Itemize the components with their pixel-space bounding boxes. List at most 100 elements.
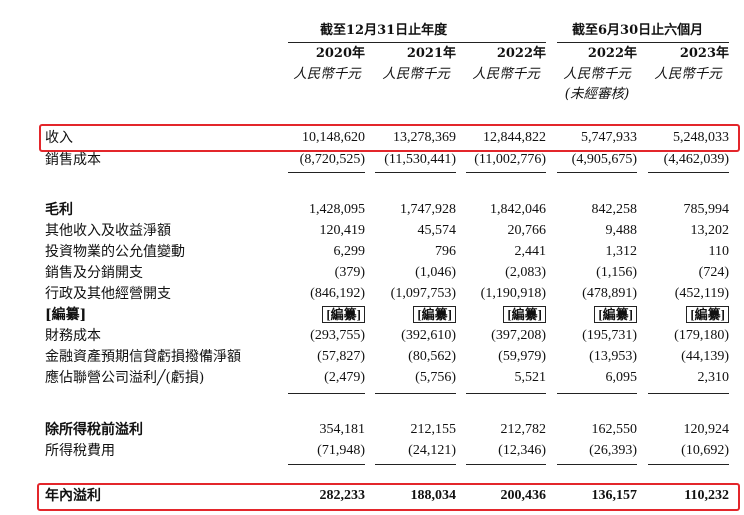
cell: 10,148,620	[302, 130, 365, 145]
cell: (8,720,525)	[299, 152, 365, 167]
col-5-year: 2023年	[679, 46, 729, 61]
col-4-unaudited-note: (未經審核)	[564, 86, 630, 102]
cell: 2,310	[697, 370, 730, 385]
row-label-associates-share: 應佔聯營公司溢利╱(虧損)	[45, 370, 205, 386]
cell: (397,208)	[491, 328, 546, 343]
cell: 13,278,369	[393, 130, 456, 145]
cell: 6,299	[333, 244, 366, 259]
col-1-year: 2020年	[315, 46, 365, 61]
cell: 212,782	[500, 422, 547, 437]
cell: (11,530,441)	[384, 152, 456, 167]
cell: (293,755)	[310, 328, 365, 343]
redacted-badge: [編纂]	[413, 306, 456, 323]
cell: (846,192)	[310, 286, 365, 301]
subtotal-rule	[648, 172, 729, 173]
cell: 1,428,095	[309, 202, 365, 217]
cell: (80,562)	[408, 349, 456, 364]
col-3-year: 2022年	[496, 46, 546, 61]
subtotal-rule	[557, 464, 637, 465]
cell: 6,095	[605, 370, 638, 385]
cell: 1,747,928	[400, 202, 456, 217]
cell: (4,462,039)	[663, 152, 729, 167]
cell: (5,756)	[415, 370, 456, 385]
redacted-cell: [編纂]	[537, 306, 637, 325]
revenue-highlight-box	[39, 124, 740, 152]
subtotal-rule	[466, 464, 546, 465]
cell: 136,157	[591, 488, 638, 503]
row-label-revenue: 收入	[45, 130, 73, 146]
cell: 5,747,933	[581, 130, 637, 145]
cell: (379)	[334, 265, 365, 280]
cell: 12,844,822	[483, 130, 546, 145]
redacted-cell: [編纂]	[265, 306, 365, 325]
cell: (4,905,675)	[571, 152, 637, 167]
cell: (478,891)	[582, 286, 637, 301]
cell: (26,393)	[589, 443, 637, 458]
cell: (57,827)	[317, 349, 365, 364]
profit-highlight-box	[37, 483, 740, 511]
subtotal-rule	[288, 393, 365, 394]
row-label-redacted: [編纂]	[45, 307, 87, 323]
cell: (392,610)	[401, 328, 456, 343]
cell: (2,083)	[505, 265, 546, 280]
cell: (24,121)	[408, 443, 456, 458]
cell: 9,488	[605, 223, 638, 238]
subtotal-rule	[648, 393, 729, 394]
cell: (195,731)	[582, 328, 637, 343]
col-1-unit: 人民幣千元	[293, 66, 361, 82]
cell: 1,312	[605, 244, 638, 259]
col-2-unit: 人民幣千元	[382, 66, 450, 82]
subtotal-rule	[375, 393, 456, 394]
redacted-badge: [編纂]	[594, 306, 637, 323]
cell: (13,953)	[589, 349, 637, 364]
cell: 1,842,046	[490, 202, 546, 217]
cell: 120,419	[319, 223, 366, 238]
cell: 5,521	[514, 370, 547, 385]
cell: (1,097,753)	[390, 286, 456, 301]
redacted-badge: [編纂]	[503, 306, 546, 323]
cell: 785,994	[683, 202, 730, 217]
cell: (44,139)	[681, 349, 729, 364]
cell: (10,692)	[681, 443, 729, 458]
cell: (59,979)	[498, 349, 546, 364]
row-label-profit-before-tax: 除所得稅前溢利	[45, 422, 143, 438]
redacted-badge: [編纂]	[686, 306, 729, 323]
cell: (1,190,918)	[480, 286, 546, 301]
subtotal-rule	[557, 393, 637, 394]
redacted-cell: [編纂]	[356, 306, 456, 325]
col-2-year: 2021年	[406, 46, 456, 61]
subtotal-rule	[288, 464, 365, 465]
row-label-credit-loss: 金融資產預期信貸虧損撥備淨額	[45, 349, 241, 365]
cell: (452,119)	[674, 286, 729, 301]
row-label-gross-profit: 毛利	[45, 202, 73, 218]
redacted-cell: [編纂]	[629, 306, 729, 325]
col-4-year: 2022年	[587, 46, 637, 61]
row-label-finance-costs: 財務成本	[45, 328, 101, 344]
col-5-unit: 人民幣千元	[654, 66, 722, 82]
subtotal-rule	[288, 172, 365, 173]
cell: (11,002,776)	[474, 152, 546, 167]
row-label-selling-expenses: 銷售及分銷開支	[45, 265, 143, 281]
cell: 13,202	[690, 223, 730, 238]
cell: (724)	[698, 265, 729, 280]
cell: 354,181	[319, 422, 366, 437]
cell: (12,346)	[498, 443, 546, 458]
cell: 796	[435, 244, 456, 259]
cell: 20,766	[507, 223, 547, 238]
cell: (1,046)	[415, 265, 456, 280]
row-label-other-income: 其他收入及收益淨額	[45, 223, 171, 239]
cell: 188,034	[410, 488, 457, 503]
row-label-cost-of-sales: 銷售成本	[45, 152, 101, 168]
header-group-year-rule	[288, 42, 546, 43]
cell: 162,550	[591, 422, 638, 437]
col-4-unit: 人民幣千元	[563, 66, 631, 82]
header-group-half-rule	[557, 42, 729, 43]
subtotal-rule	[375, 464, 456, 465]
row-label-fair-value-change: 投資物業的公允值變動	[45, 244, 185, 260]
cell: 45,574	[417, 223, 457, 238]
cell: (71,948)	[317, 443, 365, 458]
header-group-year: 截至12月31日止年度	[320, 23, 448, 38]
cell: 282,233	[319, 488, 366, 503]
cell: 110	[708, 244, 729, 259]
cell: (179,180)	[674, 328, 729, 343]
